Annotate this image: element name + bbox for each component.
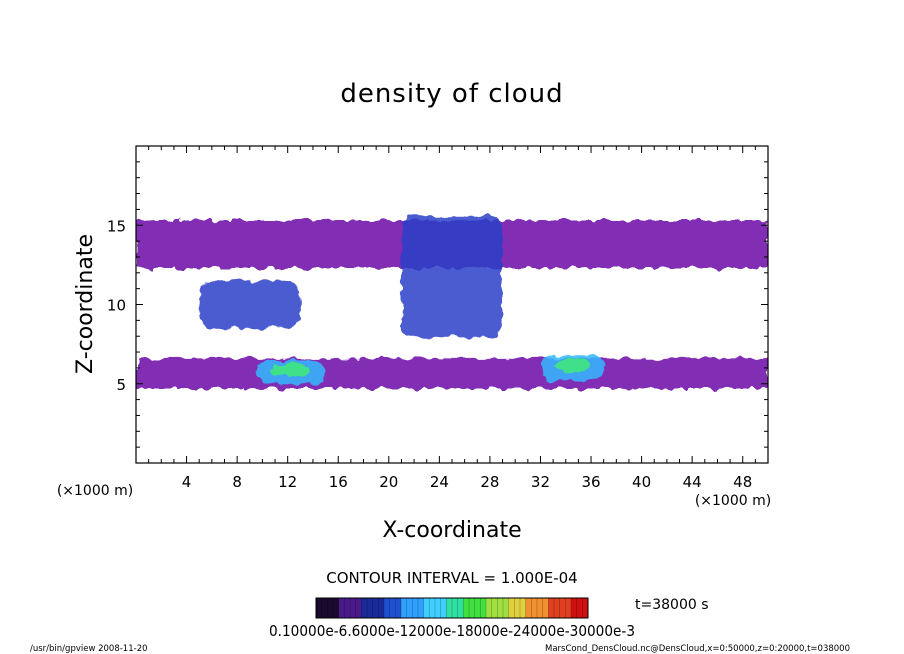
- cloud-region: [136, 358, 768, 389]
- footer-right: MarsCond_DensCloud.nc@DensCloud,x=0:5000…: [545, 644, 850, 654]
- x-tick-label: 20: [379, 473, 398, 491]
- cloud-field: [136, 215, 768, 389]
- colorbar-cell: [548, 598, 555, 618]
- x-tick-label: 28: [480, 473, 499, 491]
- x-unit-right: (×1000 m): [695, 493, 771, 509]
- colorbar-cell: [321, 598, 328, 618]
- colorbar-cell: [480, 598, 487, 618]
- colorbar-cell: [350, 598, 357, 618]
- colorbar-cell: [452, 598, 459, 618]
- x-tick-label: 36: [581, 473, 600, 491]
- colorbar-cell: [576, 598, 583, 618]
- colorbar-cell: [327, 598, 334, 618]
- colorbar-cell: [384, 598, 391, 618]
- y-tick-label: 15: [107, 217, 126, 235]
- colorbar-cell: [440, 598, 447, 618]
- colorbar-cell: [542, 598, 549, 618]
- colorbar-cell: [316, 598, 323, 618]
- chart-title: density of cloud: [340, 79, 563, 109]
- x-tick-label: 4: [182, 473, 192, 491]
- colorbar-cell: [486, 598, 493, 618]
- x-tick-label: 48: [733, 473, 752, 491]
- x-axis-label: X-coordinate: [382, 518, 521, 543]
- x-tick-label: 24: [430, 473, 449, 491]
- colorbar-cell: [514, 598, 521, 618]
- colorbar-cell: [559, 598, 566, 618]
- colorbar-cell: [372, 598, 379, 618]
- colorbar-cell: [395, 598, 402, 618]
- colorbar-cell: [389, 598, 396, 618]
- colorbar-cell: [361, 598, 368, 618]
- colorbar-cell: [406, 598, 413, 618]
- colorbar-cell: [418, 598, 425, 618]
- colorbar-cell: [333, 598, 340, 618]
- colorbar-cell: [367, 598, 374, 618]
- colorbar-cell: [423, 598, 430, 618]
- x-tick-label: 40: [632, 473, 651, 491]
- colorbar-cell: [520, 598, 527, 618]
- colorbar-cell: [338, 598, 345, 618]
- colorbar-frame: [315, 597, 589, 619]
- cloud-core: [271, 363, 311, 377]
- colorbar-cell: [531, 598, 538, 618]
- y-tick-label: 10: [107, 297, 126, 315]
- colorbar-cell: [582, 598, 589, 618]
- colorbar-cell: [412, 598, 419, 618]
- colorbar-cell: [497, 598, 504, 618]
- colorbar-cell: [571, 598, 578, 618]
- colorbar-cell: [537, 598, 544, 618]
- time-label: t=38000 s: [635, 597, 709, 613]
- colorbar-cell: [344, 598, 351, 618]
- cloud-region: [199, 280, 301, 329]
- colorbar-cell: [401, 598, 408, 618]
- colorbar-cell: [525, 598, 532, 618]
- x-tick-label: 8: [232, 473, 242, 491]
- colorbar-cell: [355, 598, 362, 618]
- colorbar-cell: [378, 598, 385, 618]
- colorbar-tick-labels: 0.10000e-6.6000e-12000e-18000e-24000e-30…: [269, 622, 635, 640]
- x-tick-label: 32: [531, 473, 550, 491]
- y-axis-label: Z-coordinate: [73, 234, 98, 374]
- colorbar-cell: [463, 598, 470, 618]
- colorbar-cell: [474, 598, 481, 618]
- x-tick-label: 12: [278, 473, 297, 491]
- colorbar-cell: [565, 598, 572, 618]
- colorbar-cell: [435, 598, 442, 618]
- colorbar-cell: [503, 598, 510, 618]
- colorbar-cell: [429, 598, 436, 618]
- y-tick-label: 5: [116, 376, 126, 394]
- colorbar: [315, 598, 589, 618]
- colorbar-cell: [469, 598, 476, 618]
- plot-area: [136, 215, 768, 389]
- colorbar-cell: [457, 598, 464, 618]
- y-axis-ticks: 5 10 15: [107, 161, 768, 448]
- cloud-region: [401, 215, 503, 337]
- cloud-core: [554, 358, 590, 374]
- footer-left: /usr/bin/gpview 2008-11-20: [30, 644, 148, 654]
- x-axis-ticks: 4 8 12 16 20 24 28 32 36 40 44 48: [148, 146, 756, 491]
- colorbar-cell: [508, 598, 515, 618]
- colorbar-cell: [446, 598, 453, 618]
- contour-interval-label: CONTOUR INTERVAL = 1.000E-04: [326, 569, 577, 587]
- colorbar-cell: [491, 598, 498, 618]
- x-tick-label: 44: [683, 473, 702, 491]
- x-unit-left: (×1000 m): [57, 483, 133, 499]
- x-tick-label: 16: [329, 473, 348, 491]
- colorbar-cell: [554, 598, 561, 618]
